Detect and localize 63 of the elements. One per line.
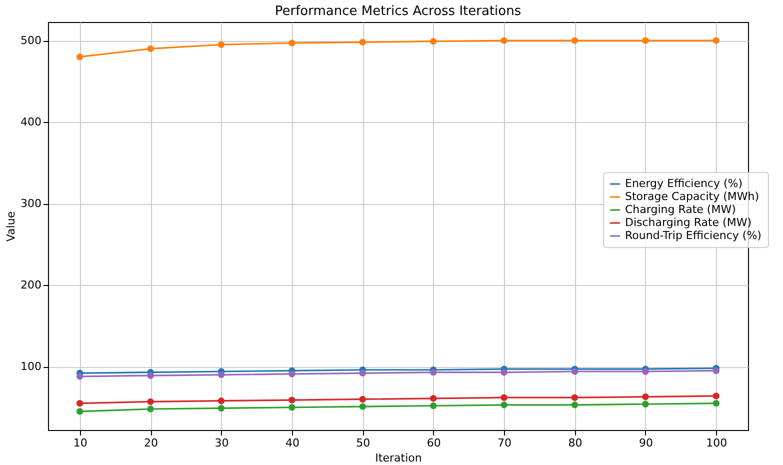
x-tick-label: 20 xyxy=(144,436,158,450)
point xyxy=(642,400,649,408)
y-tick-label: 500 xyxy=(20,34,42,48)
point xyxy=(500,37,508,44)
point xyxy=(76,373,84,380)
legend-label: Round-Trip Efficiency (%) xyxy=(625,229,762,242)
point xyxy=(642,37,649,44)
x-tick-label: 80 xyxy=(568,436,582,450)
point xyxy=(359,396,366,403)
point xyxy=(147,45,154,52)
point xyxy=(288,396,296,404)
point xyxy=(147,372,154,379)
point xyxy=(359,38,366,46)
y-tick-label: 200 xyxy=(20,278,42,292)
point xyxy=(571,394,578,401)
point xyxy=(642,368,649,375)
point xyxy=(500,368,508,376)
point xyxy=(288,40,296,46)
point xyxy=(500,402,508,408)
point xyxy=(571,402,578,408)
point xyxy=(288,404,296,411)
x-tick-label: 100 xyxy=(706,436,728,450)
point xyxy=(430,368,437,376)
chart-title: Performance Metrics Across Iterations xyxy=(274,4,522,19)
point xyxy=(359,370,366,376)
point xyxy=(359,403,366,410)
point xyxy=(430,38,437,45)
point xyxy=(288,370,296,378)
point xyxy=(712,392,720,400)
x-tick-label: 40 xyxy=(285,436,300,450)
point xyxy=(218,404,225,412)
y-tick-label: 300 xyxy=(20,197,42,210)
point xyxy=(500,394,508,401)
point xyxy=(642,393,649,400)
point xyxy=(76,54,84,60)
x-tick-label: 30 xyxy=(214,436,229,450)
legend-label: Energy Efficiency (%) xyxy=(625,177,743,190)
point xyxy=(147,406,154,412)
legend-label: Charging Rate (MW) xyxy=(625,203,736,216)
y-axis-title: Value xyxy=(4,211,18,242)
point xyxy=(218,41,225,48)
y-tick-label: 400 xyxy=(20,116,42,129)
point xyxy=(218,398,225,404)
point xyxy=(430,402,437,410)
x-tick-label: 10 xyxy=(73,436,88,450)
x-tick-label: 50 xyxy=(356,436,370,450)
point xyxy=(712,400,720,407)
x-axis-title: Iteration xyxy=(375,452,422,464)
y-tick-label: 100 xyxy=(20,360,42,374)
point xyxy=(218,371,225,378)
point xyxy=(712,367,720,374)
x-tick-label: 60 xyxy=(426,436,441,450)
legend-label: Discharging Rate (MW) xyxy=(625,216,752,229)
point xyxy=(430,395,437,402)
point xyxy=(76,400,84,407)
x-tick-label: 70 xyxy=(498,436,512,450)
point xyxy=(147,398,154,406)
point xyxy=(76,408,84,415)
point xyxy=(712,37,720,44)
point xyxy=(571,368,578,375)
x-tick-label: 90 xyxy=(638,436,653,450)
point xyxy=(571,37,578,44)
legend-label: Storage Capacity (MWh) xyxy=(625,190,760,203)
